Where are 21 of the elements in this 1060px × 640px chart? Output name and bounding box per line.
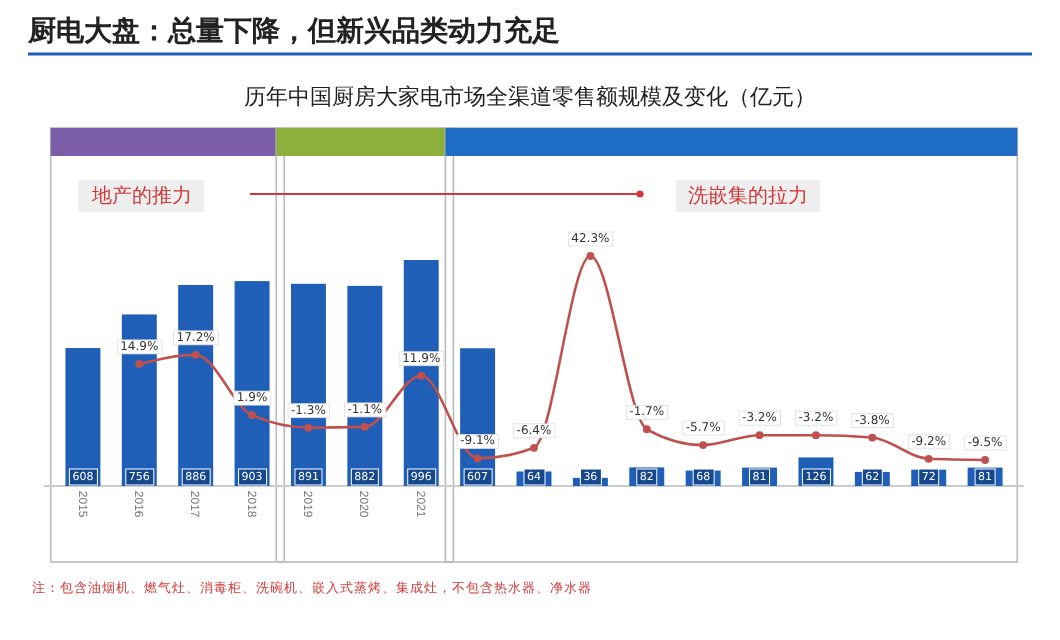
point: [755, 431, 764, 440]
point: [248, 411, 256, 419]
point: [924, 454, 933, 463]
text: 地产的推力: [90, 184, 192, 208]
point: [473, 454, 482, 463]
point: [360, 423, 369, 431]
point: [191, 350, 200, 359]
point: [868, 433, 877, 442]
point: [699, 441, 708, 449]
point: [530, 443, 538, 452]
chart-title: 厨电大盘：总量下降，但新兴品类动力充足: [26, 14, 560, 48]
point: [642, 425, 651, 434]
chart-subtitle: 历年中国厨房大家电市场全渠道零售额规模及变化（亿元）: [244, 84, 816, 110]
point: [417, 371, 426, 380]
point: [981, 456, 989, 464]
point: [304, 423, 313, 432]
bar: [65, 348, 101, 486]
text: 洗嵌集的拉力: [688, 184, 808, 208]
point: [812, 431, 820, 440]
point: [135, 360, 144, 368]
point: [586, 252, 595, 260]
